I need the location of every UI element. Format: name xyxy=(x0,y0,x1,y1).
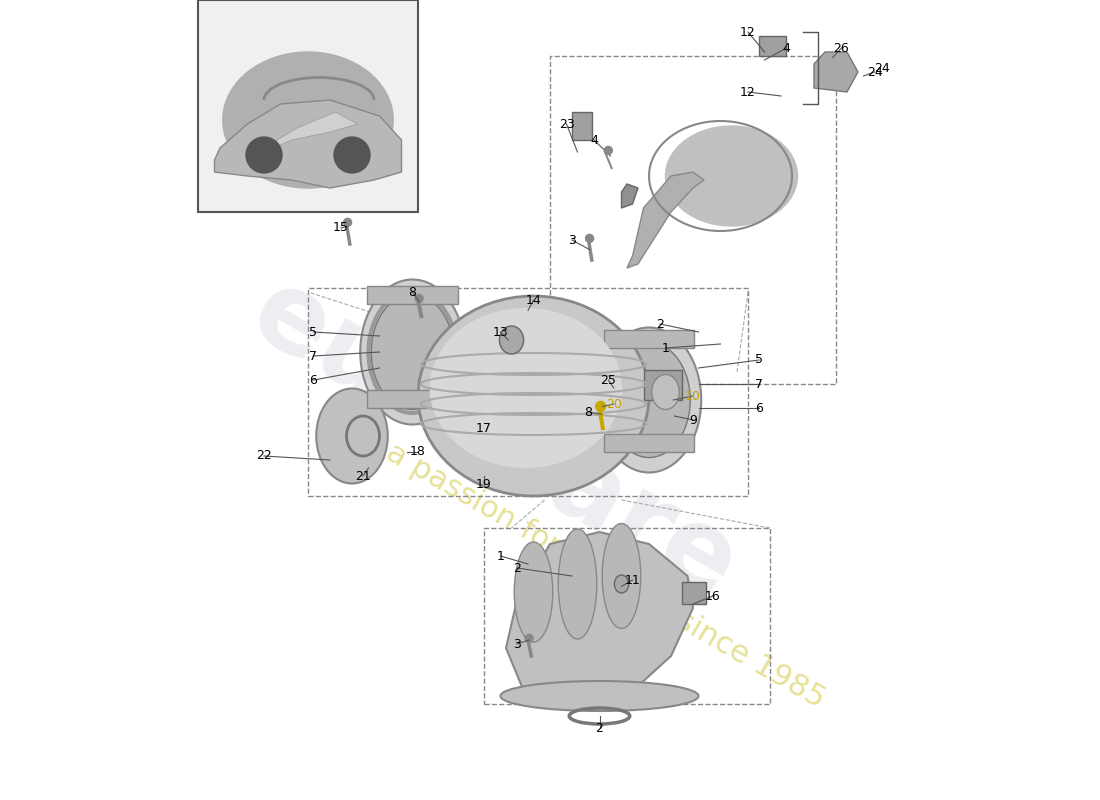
Ellipse shape xyxy=(558,529,596,639)
Text: 26: 26 xyxy=(834,42,849,54)
Text: 6: 6 xyxy=(309,374,318,386)
Text: 22: 22 xyxy=(256,450,272,462)
Circle shape xyxy=(246,137,282,173)
Text: 5: 5 xyxy=(755,354,763,366)
Circle shape xyxy=(415,294,424,302)
Circle shape xyxy=(585,234,594,242)
Text: 17: 17 xyxy=(476,422,492,434)
Text: 4: 4 xyxy=(782,42,791,54)
Ellipse shape xyxy=(418,296,649,496)
Ellipse shape xyxy=(602,523,640,629)
Polygon shape xyxy=(621,184,638,208)
Bar xyxy=(484,528,770,704)
Polygon shape xyxy=(814,52,858,92)
Ellipse shape xyxy=(666,126,798,226)
Polygon shape xyxy=(506,532,693,700)
Bar xyxy=(367,286,458,304)
Text: 1: 1 xyxy=(496,550,505,562)
Text: 21: 21 xyxy=(355,470,371,482)
Bar xyxy=(644,370,682,400)
Ellipse shape xyxy=(499,326,524,354)
Text: 2: 2 xyxy=(656,318,664,330)
Text: 8: 8 xyxy=(408,286,417,298)
Text: 4: 4 xyxy=(590,134,598,146)
Bar xyxy=(759,36,786,56)
Ellipse shape xyxy=(515,542,552,642)
Text: 18: 18 xyxy=(410,446,426,458)
Text: 20: 20 xyxy=(606,398,621,410)
Text: 7: 7 xyxy=(309,350,318,362)
Ellipse shape xyxy=(429,308,623,468)
Text: 1: 1 xyxy=(661,342,670,354)
Text: 12: 12 xyxy=(740,86,756,98)
Text: 24: 24 xyxy=(874,62,890,74)
Text: 12: 12 xyxy=(740,26,756,38)
Ellipse shape xyxy=(372,294,453,410)
Bar xyxy=(572,112,592,140)
Bar xyxy=(682,582,706,604)
Bar xyxy=(604,330,694,348)
Ellipse shape xyxy=(317,389,387,483)
Text: 3: 3 xyxy=(568,234,576,246)
Ellipse shape xyxy=(361,279,464,425)
Bar xyxy=(198,0,418,212)
Text: 3: 3 xyxy=(513,638,521,650)
Ellipse shape xyxy=(607,342,691,458)
Text: 5: 5 xyxy=(309,326,318,338)
Text: 11: 11 xyxy=(625,574,640,586)
Text: 14: 14 xyxy=(526,294,541,306)
Text: 16: 16 xyxy=(705,590,720,602)
Text: 23: 23 xyxy=(559,118,574,130)
Ellipse shape xyxy=(651,374,680,410)
Circle shape xyxy=(525,634,533,642)
Ellipse shape xyxy=(614,575,628,593)
Bar xyxy=(604,434,694,452)
Circle shape xyxy=(595,402,606,411)
Bar xyxy=(550,56,836,384)
Text: 24: 24 xyxy=(867,66,882,78)
Circle shape xyxy=(604,146,613,154)
Text: 10: 10 xyxy=(685,390,701,402)
Text: 8: 8 xyxy=(584,406,593,418)
Polygon shape xyxy=(627,172,704,268)
Polygon shape xyxy=(248,112,358,160)
Text: eurocare: eurocare xyxy=(233,258,757,622)
Text: 2: 2 xyxy=(595,722,604,734)
Circle shape xyxy=(334,137,370,173)
Text: 13: 13 xyxy=(493,326,508,338)
Bar xyxy=(308,288,748,496)
Ellipse shape xyxy=(596,327,702,473)
Circle shape xyxy=(343,218,352,226)
Bar xyxy=(367,390,458,408)
Text: 9: 9 xyxy=(689,414,697,426)
Text: 7: 7 xyxy=(755,378,763,390)
Text: 25: 25 xyxy=(601,374,616,386)
Ellipse shape xyxy=(500,681,698,711)
Polygon shape xyxy=(214,100,402,188)
Text: 19: 19 xyxy=(476,478,492,490)
Text: 2: 2 xyxy=(513,562,521,574)
Ellipse shape xyxy=(223,52,394,188)
Text: 6: 6 xyxy=(755,402,763,414)
Text: 15: 15 xyxy=(333,222,349,234)
Text: a passion for Porsche since 1985: a passion for Porsche since 1985 xyxy=(381,438,829,714)
